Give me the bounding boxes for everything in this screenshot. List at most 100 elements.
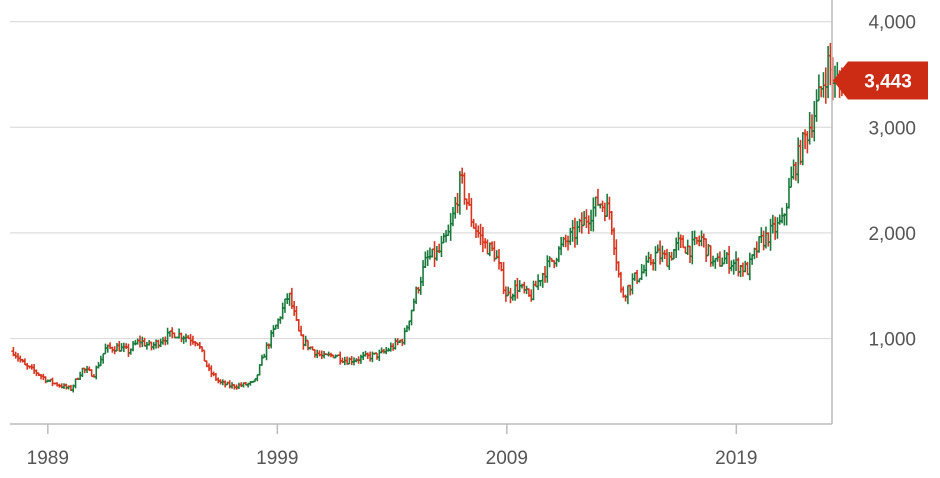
x-tick-label: 2009 [486, 448, 528, 469]
up-bar [439, 236, 444, 258]
up-bar [570, 220, 575, 242]
down-bar [805, 130, 810, 154]
up-bar [791, 159, 796, 180]
down-bar [18, 355, 23, 363]
up-bar [676, 231, 681, 251]
down-bar [648, 253, 653, 266]
up-bar [434, 245, 439, 261]
down-bar [227, 380, 232, 389]
down-bar [301, 334, 306, 350]
down-bar [688, 245, 693, 264]
down-bar [375, 352, 380, 360]
y-tick-label: 4,000 [868, 13, 916, 34]
down-bar [319, 350, 324, 360]
down-bar [202, 349, 207, 362]
price-bars [11, 42, 844, 393]
down-bar [50, 377, 55, 387]
down-bar [13, 351, 18, 359]
down-bar [704, 238, 709, 263]
down-bar [809, 114, 814, 138]
up-bar [430, 248, 435, 258]
down-bar [239, 382, 244, 388]
up-bar [151, 342, 156, 350]
up-bar [796, 137, 801, 184]
up-bar [775, 217, 780, 239]
up-bar [114, 343, 119, 352]
up-bar [630, 273, 635, 295]
up-bar [421, 260, 426, 287]
up-bar [402, 327, 407, 345]
down-bar [117, 341, 122, 352]
up-bar [731, 259, 736, 275]
down-bar [664, 248, 669, 268]
down-bar [209, 365, 214, 378]
up-bar [98, 355, 103, 367]
up-bar [257, 364, 262, 376]
up-bar [743, 260, 748, 273]
down-bar [552, 260, 557, 269]
up-bar [411, 298, 416, 312]
down-bar [803, 129, 808, 150]
up-bar [282, 298, 287, 313]
up-bar [80, 367, 85, 378]
y-tick-label: 1,000 [868, 330, 916, 351]
down-bar [296, 319, 301, 332]
up-bar [255, 373, 260, 382]
down-bar [89, 369, 94, 378]
up-bar [404, 325, 409, 333]
up-bar [540, 272, 545, 288]
up-bar [734, 251, 739, 272]
down-bar [701, 233, 706, 248]
down-bar [200, 345, 205, 353]
down-bar [16, 353, 21, 362]
up-bar [236, 382, 241, 390]
down-bar [681, 235, 686, 249]
down-bar [761, 230, 766, 251]
down-bar [266, 343, 271, 349]
up-bar [786, 177, 791, 209]
last-price-badge: 3,443 [833, 61, 928, 100]
up-bar [425, 250, 430, 266]
up-bar [655, 244, 660, 254]
last-price-label: 3,443 [864, 71, 912, 92]
x-tick-label: 1989 [27, 448, 69, 469]
down-bar [485, 239, 490, 255]
down-bar [515, 277, 520, 299]
down-bar [432, 241, 437, 267]
down-bar [476, 225, 481, 238]
y-tick-label: 2,000 [868, 224, 916, 245]
up-bar [605, 193, 610, 217]
y-tick-label: 3,000 [868, 118, 916, 139]
down-bar [584, 209, 589, 229]
up-bar [101, 352, 106, 364]
down-bar [464, 198, 469, 210]
up-bar [591, 197, 596, 232]
down-bar [299, 325, 304, 337]
up-bar [487, 242, 492, 257]
down-bar [137, 335, 142, 348]
down-bar [579, 212, 584, 234]
down-bar [156, 339, 161, 349]
axes [10, 0, 833, 434]
down-bar [773, 216, 778, 240]
down-bar [338, 351, 343, 365]
up-bar [259, 354, 264, 366]
up-bar [510, 293, 515, 301]
down-bar [678, 234, 683, 249]
up-bar [441, 233, 446, 244]
up-bar [667, 251, 672, 270]
up-bar [450, 207, 455, 227]
up-bar [388, 342, 393, 352]
down-bar [658, 240, 663, 265]
up-bar [427, 247, 432, 260]
up-bar [593, 196, 598, 217]
up-bar [568, 227, 573, 246]
up-bar [722, 249, 727, 265]
up-bar [674, 237, 679, 258]
up-bar [347, 357, 352, 365]
down-bar [740, 262, 745, 277]
x-tick-label: 1999 [256, 448, 298, 469]
down-bar [64, 383, 69, 390]
up-bar [165, 327, 170, 345]
